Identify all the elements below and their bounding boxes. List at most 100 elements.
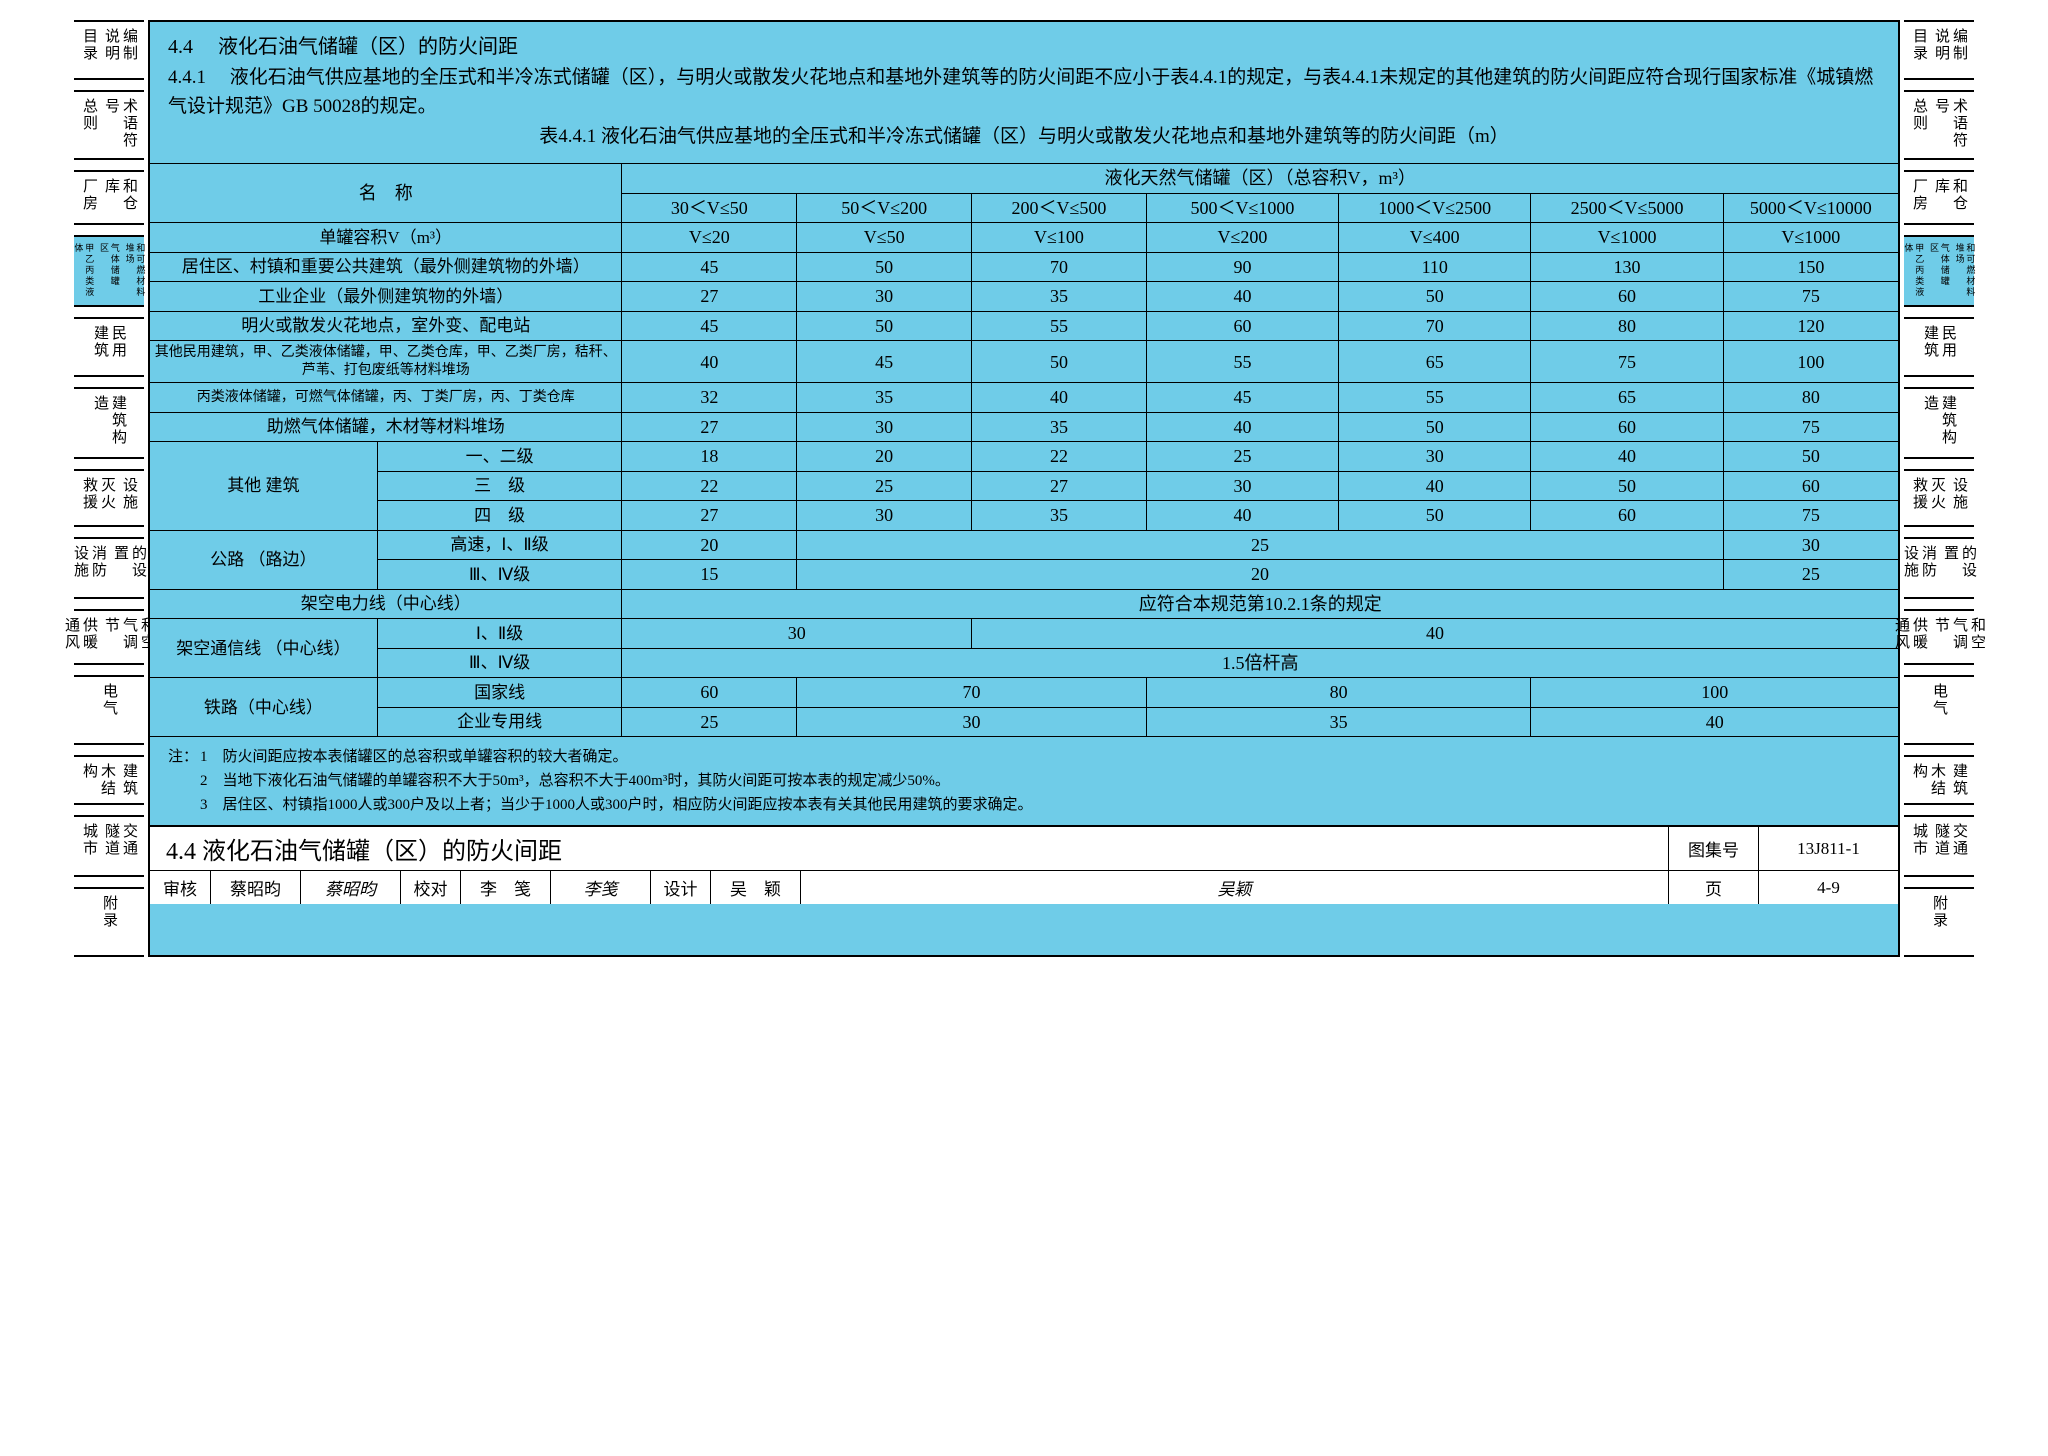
side-tab-label: 和仓库 [102, 178, 138, 217]
row-label: 助燃气体储罐，木材等材料堆场 [150, 412, 622, 442]
data-cell: 50 [797, 311, 972, 341]
vol-range-header: 1000＜V≤2500 [1339, 193, 1531, 223]
single-tank-value: V≤400 [1339, 223, 1531, 253]
check-label: 校对 [400, 870, 460, 904]
side-tab-label: 和空气调节 [1932, 617, 1986, 657]
data-cell: 15 [622, 560, 797, 590]
side-tab[interactable]: 电气 [74, 675, 144, 745]
row-label-powerline: 架空电力线（中心线） [150, 589, 622, 619]
single-tank-value: V≤100 [972, 223, 1147, 253]
single-tank-label: 单罐容积V（m³） [150, 223, 622, 253]
row-label: 其他民用建筑，甲、乙类液体储罐，甲、乙类仓库，甲、乙类厂房，秸秆、芦苇、打包废纸… [150, 341, 622, 383]
data-cell: 50 [1531, 471, 1723, 501]
vol-range-header: 200＜V≤500 [972, 193, 1147, 223]
data-cell: 35 [797, 383, 972, 413]
group-label-highway: 公路 （路边） [150, 530, 377, 589]
data-cell: 60 [1531, 412, 1723, 442]
data-cell: 60 [1531, 282, 1723, 312]
single-tank-value: V≤200 [1146, 223, 1338, 253]
note-item: 注：1 防火间距应按本表储罐区的总容积或单罐容积的较大者确定。 [200, 745, 1880, 769]
side-tab[interactable]: 电气 [1904, 675, 1974, 745]
side-tab[interactable]: 建筑构造 [1904, 387, 1974, 459]
side-tab-label: 建筑构造 [1921, 395, 1957, 451]
data-cell: 30 [797, 707, 1147, 737]
side-tab-label: 气体储罐 区 [98, 243, 120, 299]
side-tab-label: 建筑 [120, 763, 138, 797]
side-tab[interactable]: 消防设施的设置 [74, 537, 144, 599]
data-cell: 30 [622, 619, 972, 649]
side-tab[interactable]: 总则术语符号 [74, 90, 144, 160]
review-label: 审核 [150, 870, 210, 904]
check-name: 李 笺 [460, 870, 550, 904]
side-tab[interactable]: 甲乙丙类液体气体储罐 区和可燃材料堆场 [1904, 235, 1974, 307]
side-tab[interactable]: 附录 [1904, 887, 1974, 957]
sub-label: 企业专用线 [377, 707, 622, 737]
data-cell: 75 [1723, 282, 1898, 312]
side-tab[interactable]: 木结构建筑 [1904, 755, 1974, 805]
data-cell: 25 [797, 530, 1723, 560]
side-tab-label: 民用建筑 [91, 325, 127, 369]
data-cell: 90 [1146, 252, 1338, 282]
side-tab-label: 的设置 [1941, 545, 1977, 591]
side-tab[interactable]: 城市交通隧道 [74, 815, 144, 877]
data-cell: 22 [622, 471, 797, 501]
page-number: 4-9 [1758, 870, 1898, 904]
side-tab[interactable]: 木结构建筑 [74, 755, 144, 805]
side-tab[interactable]: 灭火救援设施 [74, 469, 144, 527]
data-cell: 100 [1531, 678, 1898, 708]
side-tab[interactable]: 厂房和仓库 [1904, 170, 1974, 225]
side-tab-label: 木结构 [80, 763, 116, 797]
side-tab-label: 附录 [100, 895, 118, 949]
data-cell: 22 [972, 442, 1147, 472]
side-tab[interactable]: 甲乙丙类液体气体储罐 区和可燃材料堆场 [74, 235, 144, 307]
side-tab-label: 甲乙丙类液体 [73, 243, 95, 299]
data-cell: 40 [1339, 471, 1531, 501]
side-tab[interactable]: 灭火救援设施 [1904, 469, 1974, 527]
design-label: 设计 [650, 870, 710, 904]
side-tab[interactable]: 供暖 通风和空气调节 [74, 609, 144, 665]
side-tab[interactable]: 民用建筑 [74, 317, 144, 377]
data-cell: 30 [1146, 471, 1338, 501]
data-cell: 60 [1531, 501, 1723, 531]
side-tab[interactable]: 目录编制说明 [1904, 20, 1974, 80]
side-tab-label: 甲乙丙类液体 [1903, 243, 1925, 299]
data-cell: 40 [1146, 501, 1338, 531]
single-tank-value: V≤1000 [1531, 223, 1723, 253]
side-tab-label: 编制说明 [102, 28, 138, 72]
side-tab-label: 厂房 [80, 178, 98, 217]
side-tab[interactable]: 建筑构造 [74, 387, 144, 459]
data-cell: 25 [797, 471, 972, 501]
side-tab-label: 建筑构造 [91, 395, 127, 451]
side-tab[interactable]: 总则术语符号 [1904, 90, 1974, 160]
data-cell: 40 [1146, 282, 1338, 312]
data-cell: 70 [972, 252, 1147, 282]
data-cell: 20 [622, 530, 797, 560]
side-tab[interactable]: 民用建筑 [1904, 317, 1974, 377]
side-tab-label: 目录 [1910, 28, 1928, 72]
side-tab[interactable]: 厂房和仓库 [74, 170, 144, 225]
side-tab-label: 和仓库 [1932, 178, 1968, 217]
data-cell: 40 [1531, 707, 1898, 737]
side-tab[interactable]: 消防设施的设置 [1904, 537, 1974, 599]
data-cell: 130 [1531, 252, 1723, 282]
sub-label: Ⅰ、Ⅱ级 [377, 619, 622, 649]
side-tab[interactable]: 供暖 通风和空气调节 [1904, 609, 1974, 665]
note-item: 2 当地下液化石油气储罐的单罐容积不大于50m³，总容积不大于400m³时，其防… [200, 769, 1880, 793]
side-tab-label: 厂房 [1910, 178, 1928, 217]
vol-range-header: 500＜V≤1000 [1146, 193, 1338, 223]
data-cell: 27 [972, 471, 1147, 501]
side-tab[interactable]: 城市交通隧道 [1904, 815, 1974, 877]
data-cell: 27 [622, 282, 797, 312]
data-cell: 30 [797, 501, 972, 531]
data-cell: 60 [622, 678, 797, 708]
data-cell: 100 [1723, 341, 1898, 383]
side-tab-label: 交通隧道 [1932, 823, 1968, 869]
intro-block: 4.4 液化石油气储罐（区）的防火间距 4.4.1 液化石油气供应基地的全压式和… [150, 22, 1898, 163]
side-tab[interactable]: 目录编制说明 [74, 20, 144, 80]
data-cell: 40 [972, 619, 1898, 649]
side-tab-label: 民用建筑 [1921, 325, 1957, 369]
side-tab-label: 附录 [1930, 895, 1948, 949]
data-cell: 50 [1339, 282, 1531, 312]
side-tab[interactable]: 附录 [74, 887, 144, 957]
side-tab-label: 灭火救援 [1910, 477, 1946, 519]
